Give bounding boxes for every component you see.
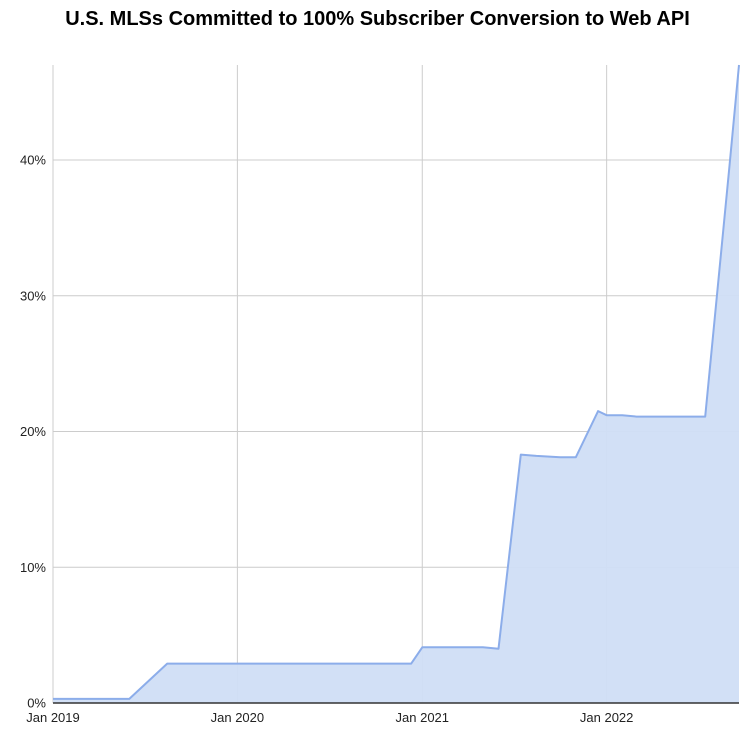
x-tick-label: Jan 2021 <box>396 710 450 725</box>
data-point <box>682 415 684 417</box>
x-tick-label: Jan 2022 <box>580 710 634 725</box>
data-point <box>697 415 699 417</box>
data-point <box>497 648 499 650</box>
y-tick-label: 20% <box>20 424 46 439</box>
data-point <box>575 456 577 458</box>
y-tick-label: 10% <box>20 560 46 575</box>
data-point <box>421 646 423 648</box>
series-area <box>53 65 739 703</box>
data-point <box>482 646 484 648</box>
data-line <box>53 64 740 700</box>
data-point <box>535 455 537 457</box>
series-line <box>53 64 740 700</box>
grid-lines <box>52 65 739 703</box>
data-point <box>728 166 730 168</box>
chart-title: U.S. MLSs Committed to 100% Subscriber C… <box>65 8 690 30</box>
data-point <box>704 415 706 417</box>
data-point <box>410 662 412 664</box>
data-point <box>52 698 54 700</box>
data-point <box>635 415 637 417</box>
area-fill <box>53 65 739 703</box>
data-point <box>128 698 130 700</box>
data-point <box>666 415 668 417</box>
y-tick-labels: 0% 10% 20% 30% 40% <box>20 153 46 711</box>
data-point <box>621 414 623 416</box>
data-point <box>605 414 607 416</box>
x-tick-labels: Jan 2019 Jan 2020 Jan 2021 Jan 2022 <box>26 710 633 725</box>
x-tick-label: Jan 2020 <box>211 710 265 725</box>
data-point <box>520 453 522 455</box>
y-tick-label: 30% <box>20 288 46 303</box>
data-point <box>297 662 299 664</box>
data-point <box>166 662 168 664</box>
data-point <box>597 410 599 412</box>
x-tick-label: Jan 2019 <box>26 710 80 725</box>
data-point <box>738 64 740 66</box>
y-tick-label: 0% <box>27 696 46 711</box>
y-tick-label: 40% <box>20 153 46 168</box>
data-point <box>559 456 561 458</box>
data-point <box>651 415 653 417</box>
